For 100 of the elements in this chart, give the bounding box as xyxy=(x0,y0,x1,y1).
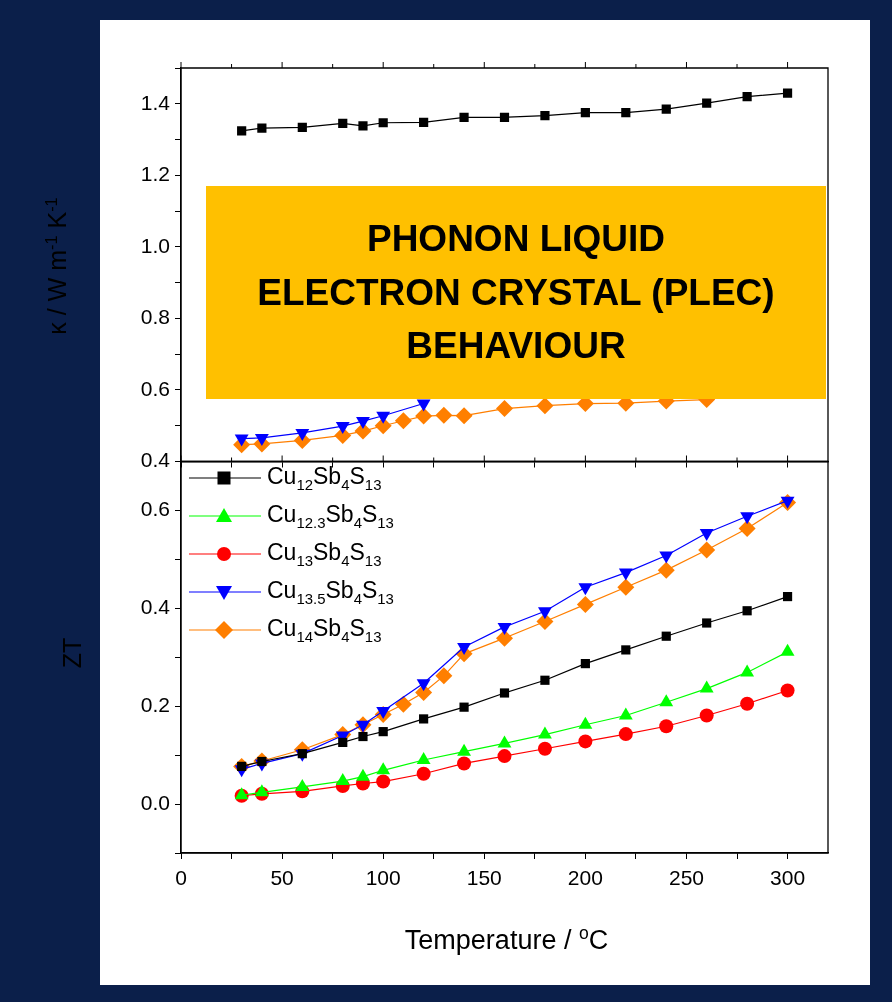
point xyxy=(338,737,348,747)
callout-box: PHONON LIQUID ELECTRON CRYSTAL (PLEC) BEHAVIOUR xyxy=(206,186,826,399)
legend-label: Cu$_{14}$Sb$_{4}$S$_{13}$ xyxy=(267,615,382,645)
point xyxy=(618,568,633,581)
x-tick-label: 200 xyxy=(567,866,603,890)
point xyxy=(378,118,388,128)
y-tick-label: 0.0 xyxy=(140,790,170,814)
point xyxy=(742,606,752,616)
point xyxy=(621,645,631,655)
x-tick-label: 250 xyxy=(668,866,704,890)
y-tick-label: 0.8 xyxy=(140,305,170,329)
point xyxy=(254,433,269,446)
y-tick-label: 0.2 xyxy=(140,692,170,716)
x-tick-label: 50 xyxy=(270,866,294,890)
y-tick-label: 0.6 xyxy=(140,497,170,521)
point xyxy=(537,741,552,756)
legend-label: Cu$_{13.5}$Sb$_{4}$S$_{13}$ xyxy=(267,577,394,607)
y-tick-label: 1.2 xyxy=(140,162,170,186)
x-tick-label: 100 xyxy=(365,866,401,890)
point xyxy=(237,126,247,136)
y-axis-title: ZT xyxy=(57,637,87,669)
point xyxy=(580,659,590,669)
legend-label: Cu$_{12}$Sb$_{4}$S$_{13}$ xyxy=(267,463,382,493)
y-tick-label: 1.4 xyxy=(140,90,171,114)
point xyxy=(394,412,412,430)
point xyxy=(659,551,674,564)
point xyxy=(416,399,431,412)
point xyxy=(621,108,631,118)
y-tick-label: 0.4 xyxy=(140,448,171,472)
point xyxy=(416,766,431,781)
point xyxy=(415,407,433,425)
point xyxy=(540,675,550,685)
point xyxy=(698,541,716,559)
point xyxy=(459,702,469,712)
point xyxy=(578,734,593,749)
point xyxy=(740,512,755,525)
point xyxy=(376,774,391,789)
point xyxy=(499,112,510,122)
point xyxy=(295,778,310,791)
point xyxy=(358,731,368,742)
point xyxy=(780,683,795,698)
y-tick-label: 1.0 xyxy=(140,233,170,257)
point xyxy=(297,122,307,132)
point xyxy=(538,726,552,739)
point xyxy=(455,407,473,425)
point xyxy=(657,561,675,579)
point xyxy=(457,743,471,756)
point xyxy=(536,397,554,415)
point xyxy=(376,762,391,775)
y-tick-label: 0.4 xyxy=(140,595,171,619)
point xyxy=(257,123,267,133)
point xyxy=(659,719,674,734)
y-tick-label: 0.6 xyxy=(140,376,170,400)
point xyxy=(435,667,453,685)
point xyxy=(358,121,368,131)
point xyxy=(576,595,594,613)
point xyxy=(497,735,512,748)
point xyxy=(538,607,552,620)
legend-label: Cu$_{13}$Sb$_{4}$S$_{13}$ xyxy=(267,539,382,569)
point xyxy=(618,707,633,720)
point xyxy=(699,528,714,541)
point xyxy=(702,618,712,628)
point xyxy=(435,406,453,424)
point xyxy=(702,98,712,108)
point xyxy=(394,695,412,713)
x-tick-label: 150 xyxy=(466,866,502,890)
point xyxy=(617,578,635,596)
point xyxy=(782,88,793,98)
point xyxy=(496,629,513,647)
point xyxy=(497,749,512,764)
point xyxy=(499,688,510,698)
point xyxy=(497,622,512,635)
point xyxy=(738,520,756,538)
point xyxy=(356,417,370,430)
point xyxy=(661,631,671,641)
point xyxy=(254,784,269,797)
x-tick-label: 0 xyxy=(175,866,187,890)
point xyxy=(496,400,513,418)
point xyxy=(578,583,593,596)
point xyxy=(699,680,714,693)
point xyxy=(580,108,590,118)
point xyxy=(457,756,472,771)
point xyxy=(782,591,793,602)
point xyxy=(659,694,674,707)
point xyxy=(419,714,429,724)
point xyxy=(419,117,429,127)
point xyxy=(459,112,469,122)
point xyxy=(661,104,671,114)
x-axis-title: Temperature / $^{o}$C xyxy=(404,923,609,956)
point xyxy=(335,773,350,786)
point xyxy=(618,727,633,742)
point xyxy=(742,92,752,102)
point xyxy=(699,708,714,723)
point xyxy=(376,411,391,424)
point xyxy=(295,428,310,441)
point xyxy=(740,664,755,677)
point xyxy=(457,642,471,655)
x-tick-label: 300 xyxy=(770,866,806,890)
point xyxy=(740,696,755,711)
legend-label: Cu$_{12.3}$Sb$_{4}$S$_{13}$ xyxy=(267,501,394,531)
